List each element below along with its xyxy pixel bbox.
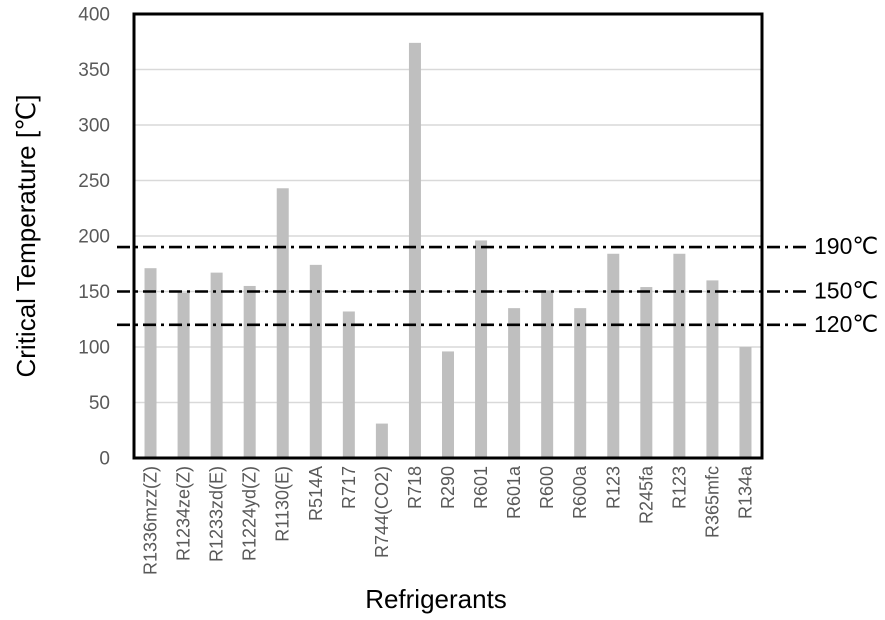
bar [408,42,421,459]
y-tick-label: 100 [78,338,110,359]
x-tick-label: R514A [306,466,326,521]
bar [508,308,521,458]
x-tick-label: R134a [735,465,755,519]
y-tick-label: 250 [78,171,110,192]
x-axis-title: Refrigerants [365,584,507,614]
bar [177,292,190,458]
bar [210,272,223,458]
bar [607,253,620,458]
x-tick-label: R600a [570,465,590,519]
bar [309,264,322,458]
bar [342,311,355,458]
y-tick-label: 350 [78,60,110,81]
y-axis-title: Critical Temperature [℃] [11,94,41,377]
x-tick-label: R1224yd(Z) [240,466,260,561]
bar [276,188,289,458]
x-tick-label: R1234ze(Z) [174,466,194,561]
x-tick-label: R601 [471,466,491,509]
bar [706,280,719,458]
x-tick-label: R365mfc [702,466,722,538]
x-tick-label: R1233zd(E) [207,466,227,562]
x-tick-label: R245fa [636,465,656,524]
x-tick-label: R601a [504,465,524,519]
y-tick-label: 50 [89,393,110,414]
x-tick-label: R123 [669,466,689,509]
y-tick-label: 0 [99,449,110,470]
reference-line-label: 150℃ [814,278,878,304]
x-tick-label: R123 [603,466,623,509]
bar [442,351,454,458]
bar [673,253,686,458]
bar [574,308,587,458]
reference-line-label: 190℃ [814,233,878,259]
bar [243,285,256,458]
x-tick-label: R744(CO2) [372,466,392,558]
x-tick-label: R717 [339,466,359,509]
x-tick-label: R1336mzz(Z) [141,466,161,575]
x-tick-label: R718 [405,466,425,509]
bar [541,290,554,458]
bar [144,268,157,458]
y-tick-label: 400 [78,5,110,26]
x-tick-label: R600 [537,466,557,509]
y-tick-label: 200 [78,227,110,248]
reference-line-label: 120℃ [814,311,878,337]
bar [640,287,653,458]
plot-border [132,12,764,460]
bar [475,240,488,458]
y-tick-label: 300 [78,116,110,137]
bar [739,347,752,458]
x-tick-label: R290 [438,466,458,509]
x-tick-label: R1130(E) [273,466,293,542]
y-tick-label: 150 [78,282,110,303]
bar [375,423,388,458]
